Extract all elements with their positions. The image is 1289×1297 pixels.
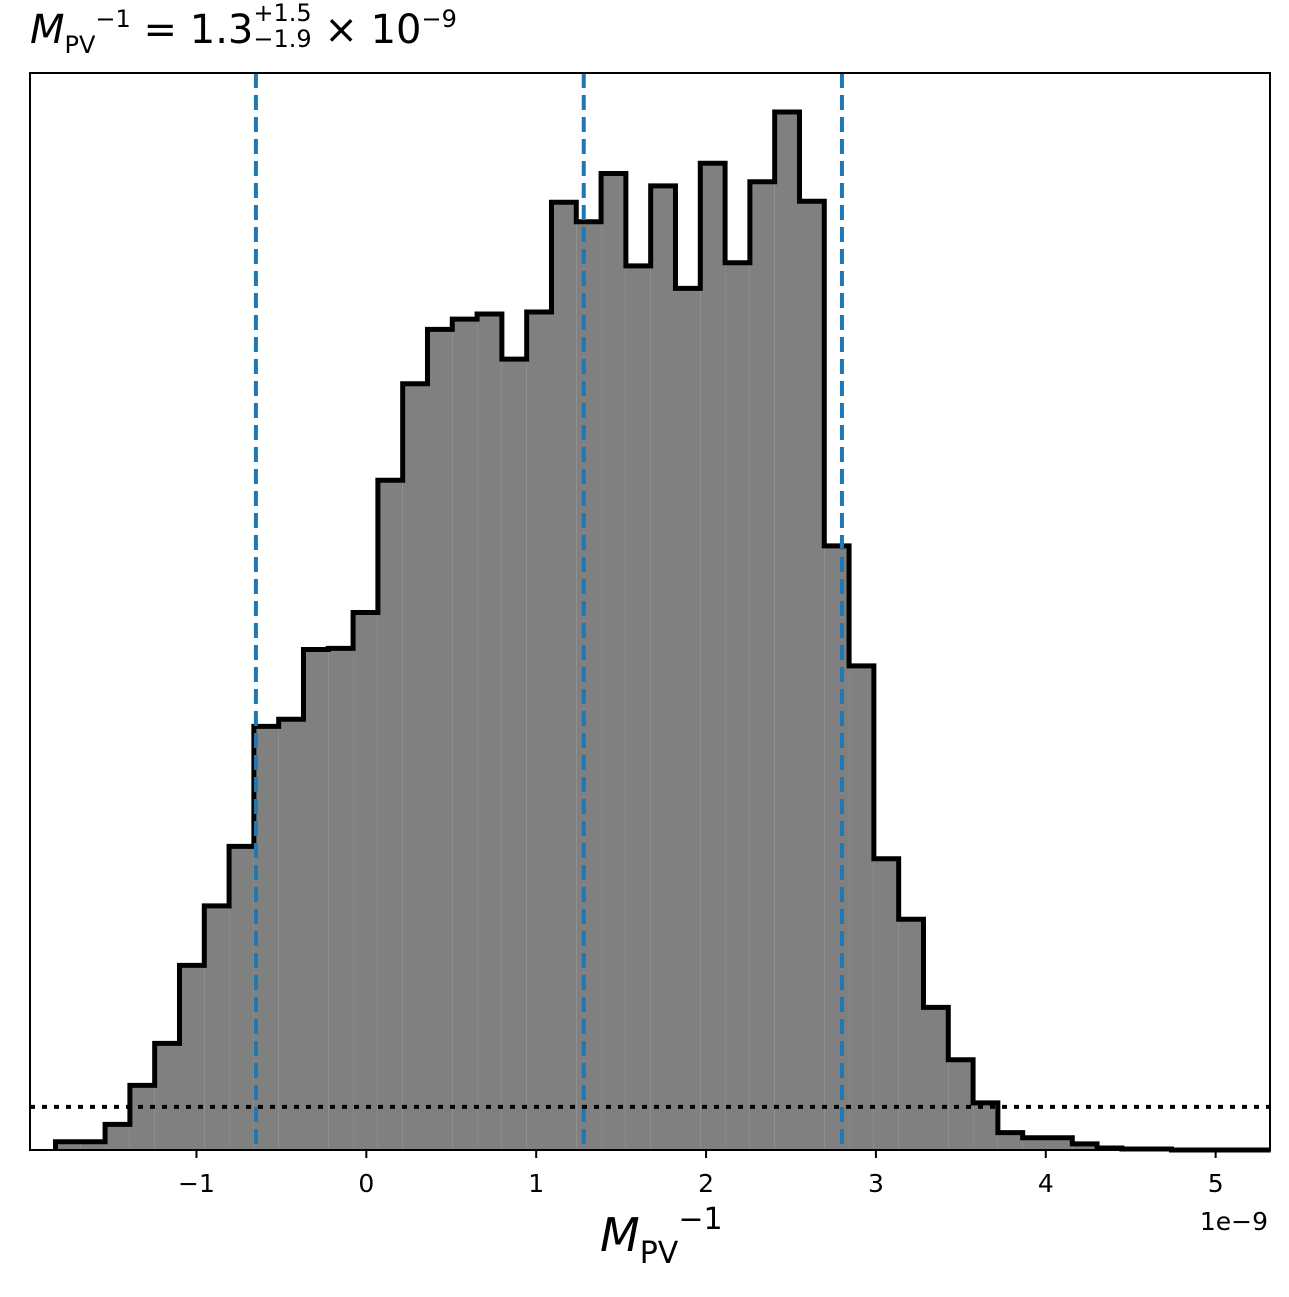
histogram-bar xyxy=(973,1102,998,1150)
histogram-bar xyxy=(774,111,800,1150)
title-symbol: M xyxy=(30,7,65,53)
histogram-bars xyxy=(55,111,1172,1151)
histogram-bar xyxy=(625,265,651,1150)
title-upper-error: +1.5 xyxy=(253,0,312,27)
histogram-bar xyxy=(1022,1137,1048,1150)
x-offset-text: 1e−9 xyxy=(1200,1207,1268,1236)
x-axis-label: MPV−1 xyxy=(600,1205,723,1269)
histogram-bar xyxy=(204,905,230,1150)
title-lower-error: −1.9 xyxy=(253,25,312,53)
histogram-bar xyxy=(129,1085,155,1150)
histogram-bar xyxy=(105,1124,130,1150)
title-exponent: −9 xyxy=(421,5,457,33)
histogram-bar xyxy=(898,919,924,1150)
title-superscript: −1 xyxy=(95,5,131,33)
title-error-bounds: +1.5 −1.9 xyxy=(253,0,311,52)
xlabel-subscript: PV xyxy=(639,1236,679,1271)
histogram-bar xyxy=(179,965,205,1150)
plot-frame xyxy=(29,72,1271,1151)
histogram-bar xyxy=(1047,1137,1073,1150)
histogram-bar xyxy=(501,359,527,1150)
histogram-bar xyxy=(997,1132,1023,1150)
histogram-bar xyxy=(55,1141,81,1150)
histogram-bar xyxy=(526,311,552,1150)
histogram-bar xyxy=(80,1141,106,1150)
histogram-bar xyxy=(377,480,403,1150)
histogram-step-outline xyxy=(52,109,1271,1153)
histogram-bar xyxy=(576,221,602,1150)
histogram-bar xyxy=(923,1007,949,1150)
histogram-bar xyxy=(700,163,726,1150)
x-tick-label: 3 xyxy=(868,1169,884,1198)
histogram-bar xyxy=(452,319,478,1151)
histogram-bar xyxy=(873,858,899,1150)
x-axis-ticks: −1 0 1 2 3 4 5 xyxy=(178,1150,1224,1198)
x-tick-label: 4 xyxy=(1038,1169,1054,1198)
histogram-bar xyxy=(849,665,874,1150)
histogram-bar xyxy=(551,202,577,1151)
histogram-bar xyxy=(650,185,676,1151)
histogram-bar xyxy=(675,288,701,1150)
x-tick-label: −1 xyxy=(178,1169,215,1198)
histogram-bar xyxy=(229,846,254,1150)
chart-title: MPV−1 = 1.3 +1.5 −1.9 × 10−9 xyxy=(30,0,457,59)
histogram-bar xyxy=(824,545,850,1150)
histogram-bar xyxy=(303,649,329,1150)
histogram-bar xyxy=(477,314,502,1150)
histogram-bar xyxy=(799,201,825,1150)
histogram-bar xyxy=(154,1043,180,1150)
title-subscript: PV xyxy=(64,31,96,59)
histogram-bar xyxy=(328,648,354,1150)
title-value: 1.3 xyxy=(189,7,254,53)
reference-lines xyxy=(30,73,1270,1150)
x-tick-label: 0 xyxy=(358,1169,374,1198)
histogram-bar xyxy=(253,726,279,1150)
title-equals: = xyxy=(143,7,178,53)
histogram-bar xyxy=(353,612,378,1150)
x-tick-label: 2 xyxy=(698,1169,714,1198)
x-tick-label: 1 xyxy=(528,1169,544,1198)
histogram-bar xyxy=(749,181,775,1150)
xlabel-symbol: M xyxy=(600,1208,640,1262)
histogram-bar xyxy=(278,719,304,1150)
histogram-bar xyxy=(427,329,453,1150)
histogram-bar xyxy=(1072,1143,1098,1150)
histogram-bar xyxy=(601,173,626,1150)
x-tick-label: 5 xyxy=(1208,1169,1224,1198)
xlabel-superscript: −1 xyxy=(678,1202,723,1237)
histogram-outline xyxy=(52,109,1271,1153)
histogram-bar xyxy=(725,262,750,1150)
title-multiplier: × 10 xyxy=(324,7,422,53)
histogram-bar xyxy=(948,1059,974,1150)
histogram-bar xyxy=(402,383,428,1150)
